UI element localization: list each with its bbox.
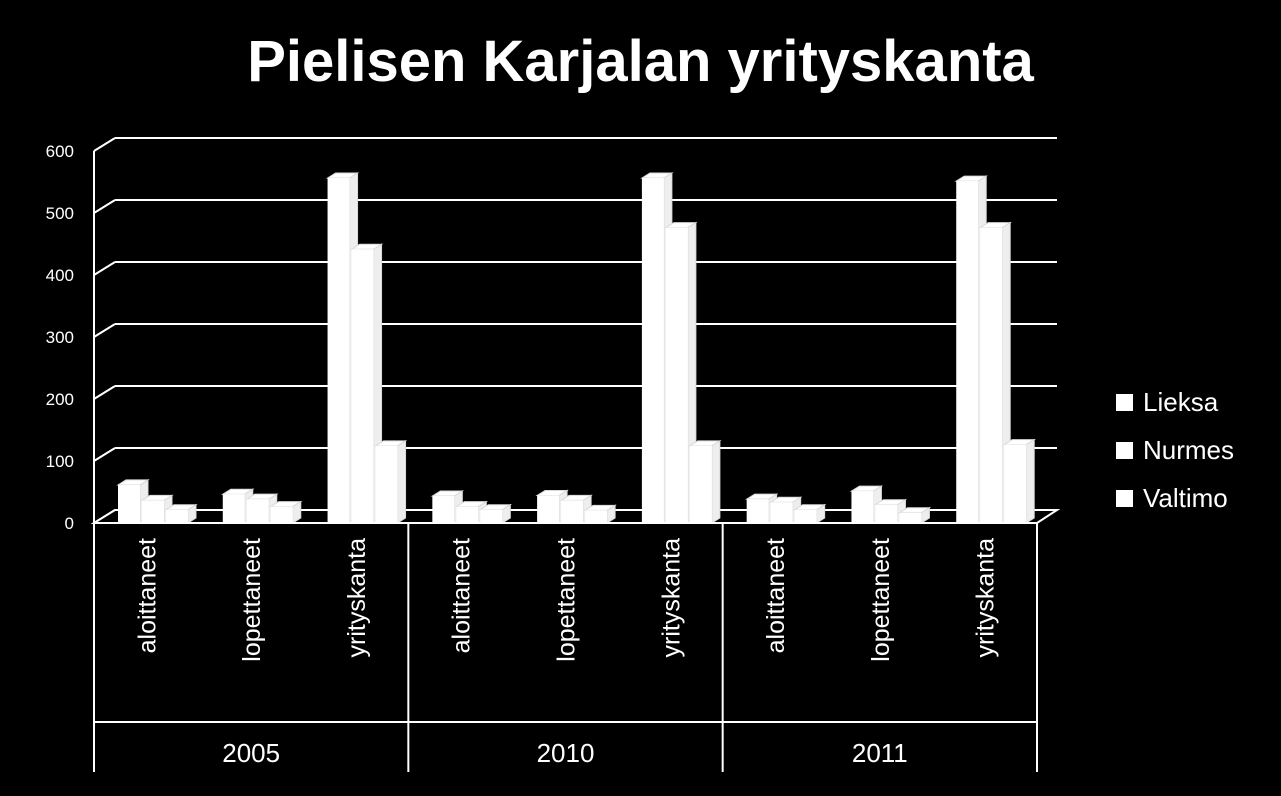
gridline-side <box>93 137 116 152</box>
x-tick-label: yrityskanta <box>657 538 685 658</box>
group-label: 2005 <box>222 738 280 768</box>
bar <box>537 495 560 523</box>
bar <box>1004 444 1027 523</box>
legend-label: Lieksa <box>1143 386 1219 417</box>
group-label: 2010 <box>537 738 595 768</box>
bar <box>641 178 664 523</box>
bar <box>166 509 188 523</box>
legend-label: Nurmes <box>1143 434 1235 465</box>
bar-side <box>1025 438 1035 524</box>
bar-side <box>711 439 721 524</box>
x-tick-label: lopettaneet <box>238 538 266 662</box>
bar <box>899 512 922 523</box>
group-label: 2011 <box>852 738 908 768</box>
bar <box>480 509 503 523</box>
bar <box>956 181 979 523</box>
y-tick-label: 500 <box>46 204 74 223</box>
bar-side <box>397 439 407 524</box>
bar <box>375 445 398 523</box>
x-tick-label: yrityskanta <box>972 538 1000 658</box>
legend-swatch-icon <box>1116 489 1133 507</box>
x-tick-label: yrityskanta <box>343 538 371 658</box>
bar <box>246 499 269 523</box>
bar <box>327 178 350 523</box>
bar <box>689 445 712 523</box>
bar <box>142 500 164 523</box>
bar <box>585 510 608 523</box>
x-tick-label: lopettaneet <box>867 538 895 662</box>
gridline-side <box>93 323 116 338</box>
bar <box>980 227 1003 523</box>
bar <box>432 496 455 523</box>
legend-swatch-icon <box>1116 441 1133 459</box>
bar <box>746 499 769 523</box>
bar <box>851 491 874 523</box>
gridline-side <box>93 447 116 462</box>
x-tick-label: aloittaneet <box>133 538 161 653</box>
legend-item-valtimo: Valtimo <box>1116 474 1234 522</box>
bar <box>351 249 374 524</box>
gridline-side <box>93 261 116 276</box>
y-tick-label: 100 <box>46 452 74 471</box>
y-tick-label: 400 <box>46 266 74 285</box>
gridline-side <box>93 199 116 214</box>
y-tick-label: 200 <box>46 390 74 409</box>
chart-title: Pielisen Karjalan yrityskanta <box>247 29 1034 94</box>
x-tick-label: aloittaneet <box>448 538 476 653</box>
gridline-side <box>93 385 116 400</box>
x-tick-label: aloittaneet <box>762 538 790 653</box>
bar <box>270 506 293 523</box>
x-tick-label: lopettaneet <box>553 538 581 662</box>
legend-label: Valtimo <box>1143 482 1228 513</box>
y-tick-label: 600 <box>46 142 74 161</box>
legend-swatch-icon <box>1116 393 1133 411</box>
bar <box>665 227 688 523</box>
bar <box>222 494 245 523</box>
legend: Lieksa Nurmes Valtimo <box>1116 378 1234 522</box>
bar <box>561 500 584 523</box>
y-tick-label: 300 <box>46 328 74 347</box>
bar <box>794 509 817 523</box>
bar <box>118 484 140 523</box>
y-tick-label: 0 <box>65 514 74 533</box>
bar <box>456 506 479 523</box>
bar <box>875 504 898 523</box>
legend-item-nurmes: Nurmes <box>1116 426 1234 474</box>
legend-item-lieksa: Lieksa <box>1116 378 1234 426</box>
bar <box>770 502 793 523</box>
